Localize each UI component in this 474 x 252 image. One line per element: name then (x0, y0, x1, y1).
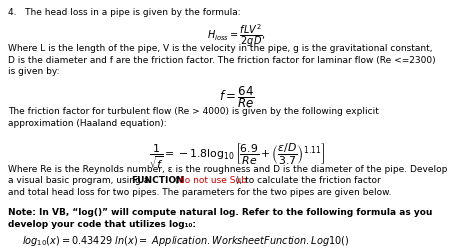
Text: $\dfrac{1}{\sqrt{f}} = -1.8\log_{10}\left[\dfrac{6.9}{Re} + \left(\dfrac{\vareps: $\dfrac{1}{\sqrt{f}} = -1.8\log_{10}\lef… (149, 142, 325, 171)
Text: Where L is the length of the pipe, V is the velocity in the pipe, g is the gravi: Where L is the length of the pipe, V is … (8, 44, 432, 53)
Text: and total head loss for two pipes. The parameters for the two pipes are given be: and total head loss for two pipes. The p… (8, 188, 392, 197)
Text: $H_{loss} = \dfrac{fLV^2}{2gD},$: $H_{loss} = \dfrac{fLV^2}{2gD},$ (208, 22, 266, 49)
Text: Note: In VB, “log()” will compute natural log. Refer to the following formula as: Note: In VB, “log()” will compute natura… (8, 208, 432, 217)
Text: ), to calculate the friction factor: ), to calculate the friction factor (236, 176, 381, 185)
Text: (: ( (172, 176, 178, 185)
Text: approximation (Haaland equation):: approximation (Haaland equation): (8, 119, 167, 128)
Text: is given by:: is given by: (8, 67, 60, 76)
Text: The friction factor for turbulent flow (Re > 4000) is given by the following exp: The friction factor for turbulent flow (… (8, 107, 379, 116)
Text: $f = \dfrac{64}{Re}$: $f = \dfrac{64}{Re}$ (219, 84, 255, 110)
Text: do not use Sub: do not use Sub (179, 176, 247, 185)
Text: FUNCTION: FUNCTION (131, 176, 184, 185)
Text: 4.   The head loss in a pipe is given by the formula:: 4. The head loss in a pipe is given by t… (8, 8, 241, 17)
Text: develop your code that utilizes log₁₀:: develop your code that utilizes log₁₀: (8, 220, 196, 229)
Text: D is the diameter and f are the friction factor. The friction factor for laminar: D is the diameter and f are the friction… (8, 55, 436, 65)
Text: Where Re is the Reynolds number, ε is the roughness and D is the diameter of the: Where Re is the Reynolds number, ε is th… (8, 165, 447, 174)
Text: a visual basic program, using a: a visual basic program, using a (8, 176, 152, 185)
Text: $\mathit{log}_{10}(x) = 0.43429\ \mathit{ln}(x) =\ \mathit{Application.Worksheet: $\mathit{log}_{10}(x) = 0.43429\ \mathit… (22, 234, 349, 248)
